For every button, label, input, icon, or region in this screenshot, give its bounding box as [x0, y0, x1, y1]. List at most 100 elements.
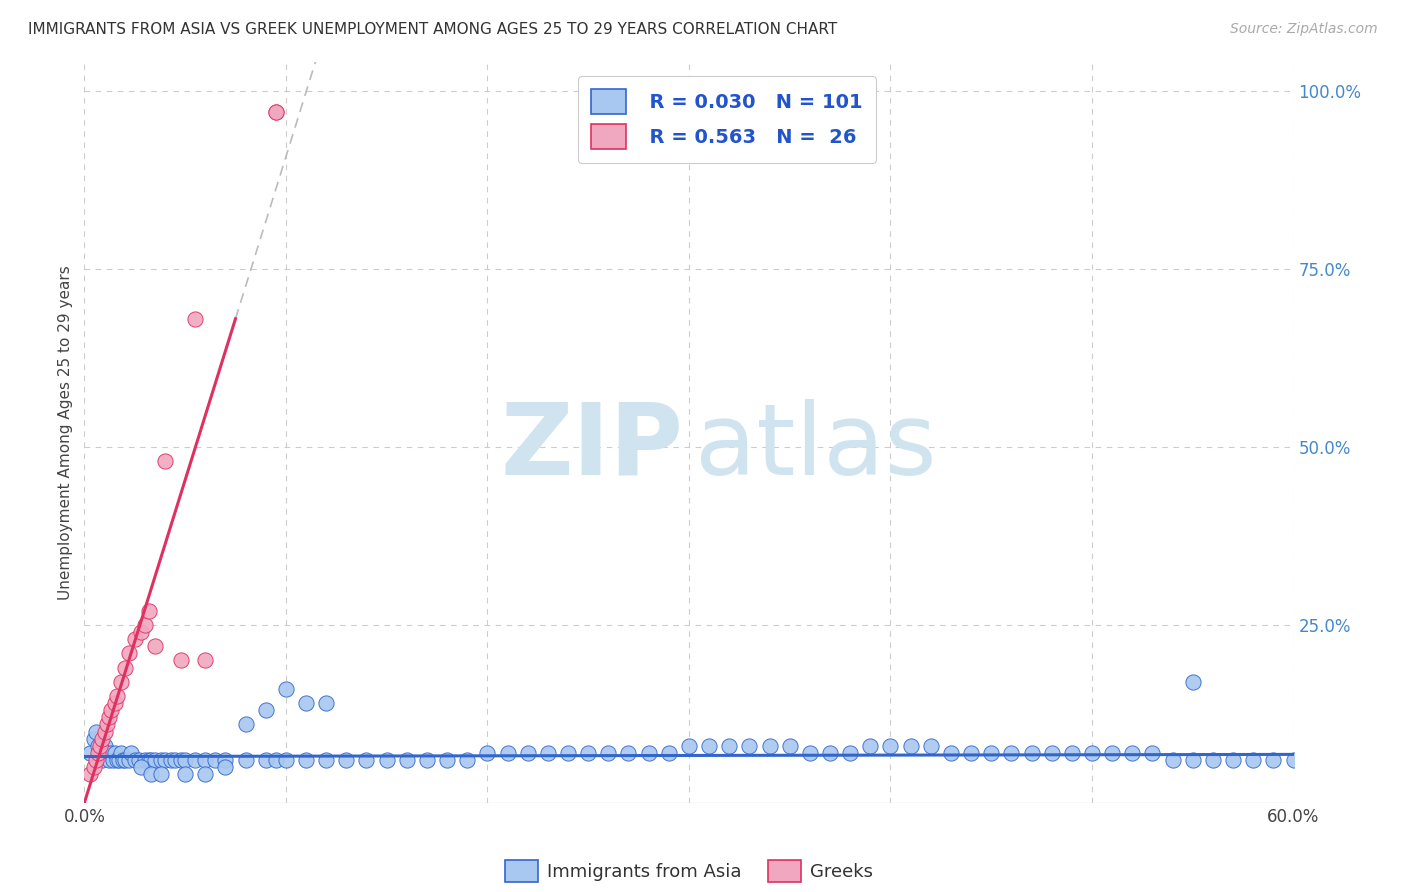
Point [139, 753, 162, 767]
Text: atlas: atlas [695, 399, 936, 496]
Point [274, 753, 297, 767]
Text: ZIP: ZIP [501, 399, 683, 496]
Point [165, 753, 187, 767]
Point [139, 767, 162, 781]
Point [356, 753, 378, 767]
Point [738, 739, 761, 753]
Point [96, 746, 118, 760]
Point [920, 739, 942, 753]
Point [1021, 746, 1043, 760]
Point [576, 746, 599, 760]
Point [658, 746, 681, 760]
Point [105, 689, 128, 703]
Point [89, 739, 111, 753]
Point [799, 746, 821, 760]
Point [100, 746, 122, 760]
Point [295, 696, 318, 710]
Point [1101, 746, 1123, 760]
Point [1121, 746, 1143, 760]
Point [295, 753, 318, 767]
Point [1241, 753, 1264, 767]
Point [214, 760, 236, 774]
Point [516, 746, 538, 760]
Point [129, 760, 152, 774]
Point [134, 753, 156, 767]
Point [375, 753, 398, 767]
Point [91, 731, 114, 746]
Point [1181, 753, 1204, 767]
Text: Source: ZipAtlas.com: Source: ZipAtlas.com [1230, 22, 1378, 37]
Point [138, 604, 160, 618]
Point [1081, 746, 1104, 760]
Point [114, 660, 136, 674]
Point [118, 753, 141, 767]
Point [1282, 753, 1305, 767]
Point [436, 753, 458, 767]
Point [149, 753, 172, 767]
Point [1060, 746, 1083, 760]
Point [153, 753, 176, 767]
Point [138, 753, 160, 767]
Point [859, 739, 882, 753]
Point [118, 646, 141, 660]
Point [79, 767, 101, 781]
Point [93, 724, 115, 739]
Point [416, 753, 439, 767]
Point [598, 746, 620, 760]
Point [214, 753, 236, 767]
Point [697, 739, 720, 753]
Point [1222, 753, 1244, 767]
Point [96, 717, 118, 731]
Point [143, 639, 166, 653]
Point [557, 746, 579, 760]
Point [254, 703, 277, 717]
Point [617, 746, 640, 760]
Point [274, 681, 297, 696]
Point [1040, 746, 1063, 760]
Point [100, 703, 122, 717]
Point [818, 746, 841, 760]
Point [105, 753, 128, 767]
Point [97, 753, 120, 767]
Point [315, 696, 337, 710]
Point [104, 696, 127, 710]
Point [107, 753, 129, 767]
Point [264, 105, 287, 120]
Point [939, 746, 962, 760]
Point [678, 739, 700, 753]
Point [1161, 753, 1184, 767]
Point [124, 632, 146, 646]
Point [184, 311, 207, 326]
Point [960, 746, 983, 760]
Point [980, 746, 1002, 760]
Point [87, 739, 110, 753]
Point [1202, 753, 1225, 767]
Point [254, 753, 277, 767]
Point [91, 753, 114, 767]
Point [143, 753, 166, 767]
Point [1000, 746, 1022, 760]
Point [900, 739, 922, 753]
Point [101, 753, 124, 767]
Point [83, 731, 105, 746]
Point [86, 753, 108, 767]
Point [496, 746, 519, 760]
Legend: Immigrants from Asia, Greeks: Immigrants from Asia, Greeks [498, 853, 880, 889]
Point [879, 739, 901, 753]
Point [395, 753, 418, 767]
Text: IMMIGRANTS FROM ASIA VS GREEK UNEMPLOYMENT AMONG AGES 25 TO 29 YEARS CORRELATION: IMMIGRANTS FROM ASIA VS GREEK UNEMPLOYME… [28, 22, 838, 37]
Point [335, 753, 357, 767]
Point [184, 753, 207, 767]
Point [264, 753, 287, 767]
Point [134, 617, 156, 632]
Point [110, 674, 132, 689]
Point [170, 753, 193, 767]
Point [111, 753, 134, 767]
Point [758, 739, 780, 753]
Point [97, 710, 120, 724]
Point [79, 746, 101, 760]
Point [129, 624, 152, 639]
Point [537, 746, 560, 760]
Point [120, 746, 142, 760]
Point [1181, 674, 1204, 689]
